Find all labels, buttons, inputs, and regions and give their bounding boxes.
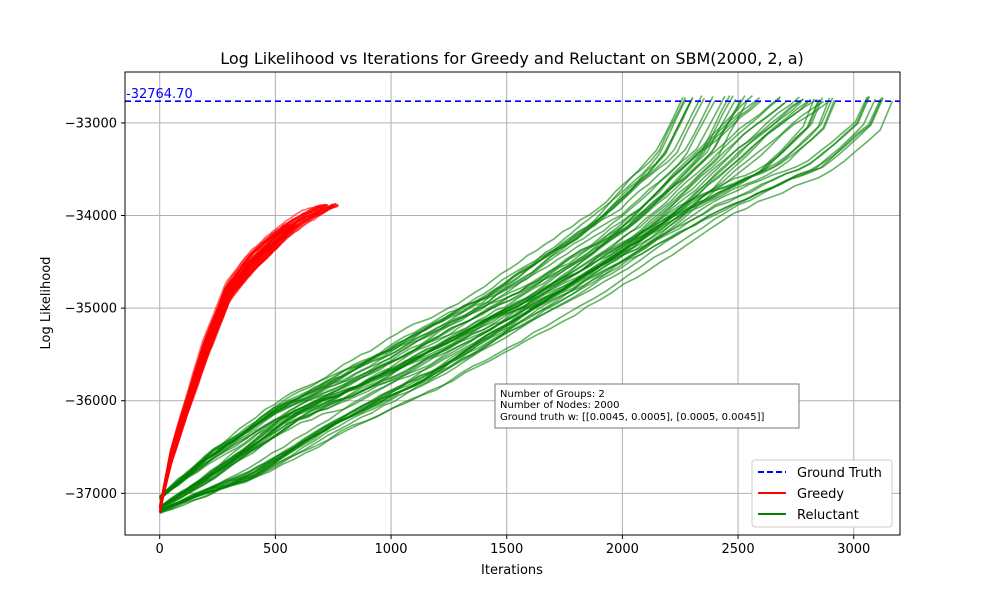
tick-layer: 0 500 1000 1500 2000 2500 3000 −37000 −36000 −350… bbox=[65, 116, 871, 557]
reluctant-run-line bbox=[159, 98, 882, 512]
y-tick-label: −35000 bbox=[65, 302, 117, 317]
legend-label-reluctant: Reluctant bbox=[797, 508, 859, 523]
legend: Ground Truth Greedy Reluctant bbox=[751, 459, 893, 528]
legend-label-greedy: Greedy bbox=[797, 487, 844, 502]
y-tick-label: −34000 bbox=[65, 209, 117, 224]
x-tick-label: 0 bbox=[156, 542, 164, 557]
x-tick-label: 2500 bbox=[722, 542, 755, 557]
x-tick-label: 1500 bbox=[490, 542, 523, 557]
x-tick-label: 500 bbox=[263, 542, 288, 557]
reluctant-run-line bbox=[159, 100, 894, 512]
legend-frame bbox=[751, 459, 893, 528]
greedy-run-line bbox=[158, 224, 295, 512]
annotation-box: Number of Groups: 2 Number of Nodes: 200… bbox=[494, 383, 800, 429]
reluctant-run-line bbox=[159, 98, 804, 508]
x-tick-label: 2000 bbox=[606, 542, 639, 557]
plot-frame bbox=[124, 71, 901, 536]
y-tick-label: −37000 bbox=[65, 487, 117, 502]
annotation-line: Number of Nodes: 2000 bbox=[500, 400, 619, 411]
reluctant-run-line bbox=[159, 95, 726, 498]
greedy-run-line bbox=[158, 204, 329, 508]
reluctant-run-line bbox=[159, 98, 818, 509]
chart-title: Log Likelihood vs Iterations for Greedy … bbox=[220, 49, 804, 68]
x-axis-label: Iterations bbox=[481, 563, 543, 578]
reluctant-run-line bbox=[159, 95, 703, 498]
y-tick-label: −33000 bbox=[65, 116, 117, 131]
greedy-run-line bbox=[158, 223, 292, 512]
annotation-line: Ground truth w: [[0.0045, 0.0005], [0.00… bbox=[500, 412, 764, 423]
reluctant-run-line bbox=[159, 96, 781, 510]
reluctant-run-line bbox=[159, 97, 687, 500]
greedy-run-line bbox=[158, 202, 337, 508]
reluctant-run-line bbox=[159, 97, 884, 513]
y-tick-label: −36000 bbox=[65, 394, 117, 409]
reluctant-run-line bbox=[159, 100, 825, 508]
reluctant-run-line bbox=[159, 99, 687, 498]
legend-label-ground-truth: Ground Truth bbox=[797, 466, 882, 481]
x-tick-label: 3000 bbox=[837, 542, 870, 557]
reluctant-run-line bbox=[159, 101, 836, 511]
series-layer bbox=[158, 95, 894, 515]
annotation-box-frame bbox=[494, 383, 800, 429]
reluctant-run-line bbox=[159, 96, 868, 515]
y-axis-label: Log Likelihood bbox=[39, 257, 54, 350]
reluctant-run-line bbox=[159, 96, 694, 497]
x-tick-label: 1000 bbox=[374, 542, 407, 557]
annotation-line: Number of Groups: 2 bbox=[500, 389, 605, 400]
ground-truth-value-label: -32764.70 bbox=[126, 87, 193, 102]
